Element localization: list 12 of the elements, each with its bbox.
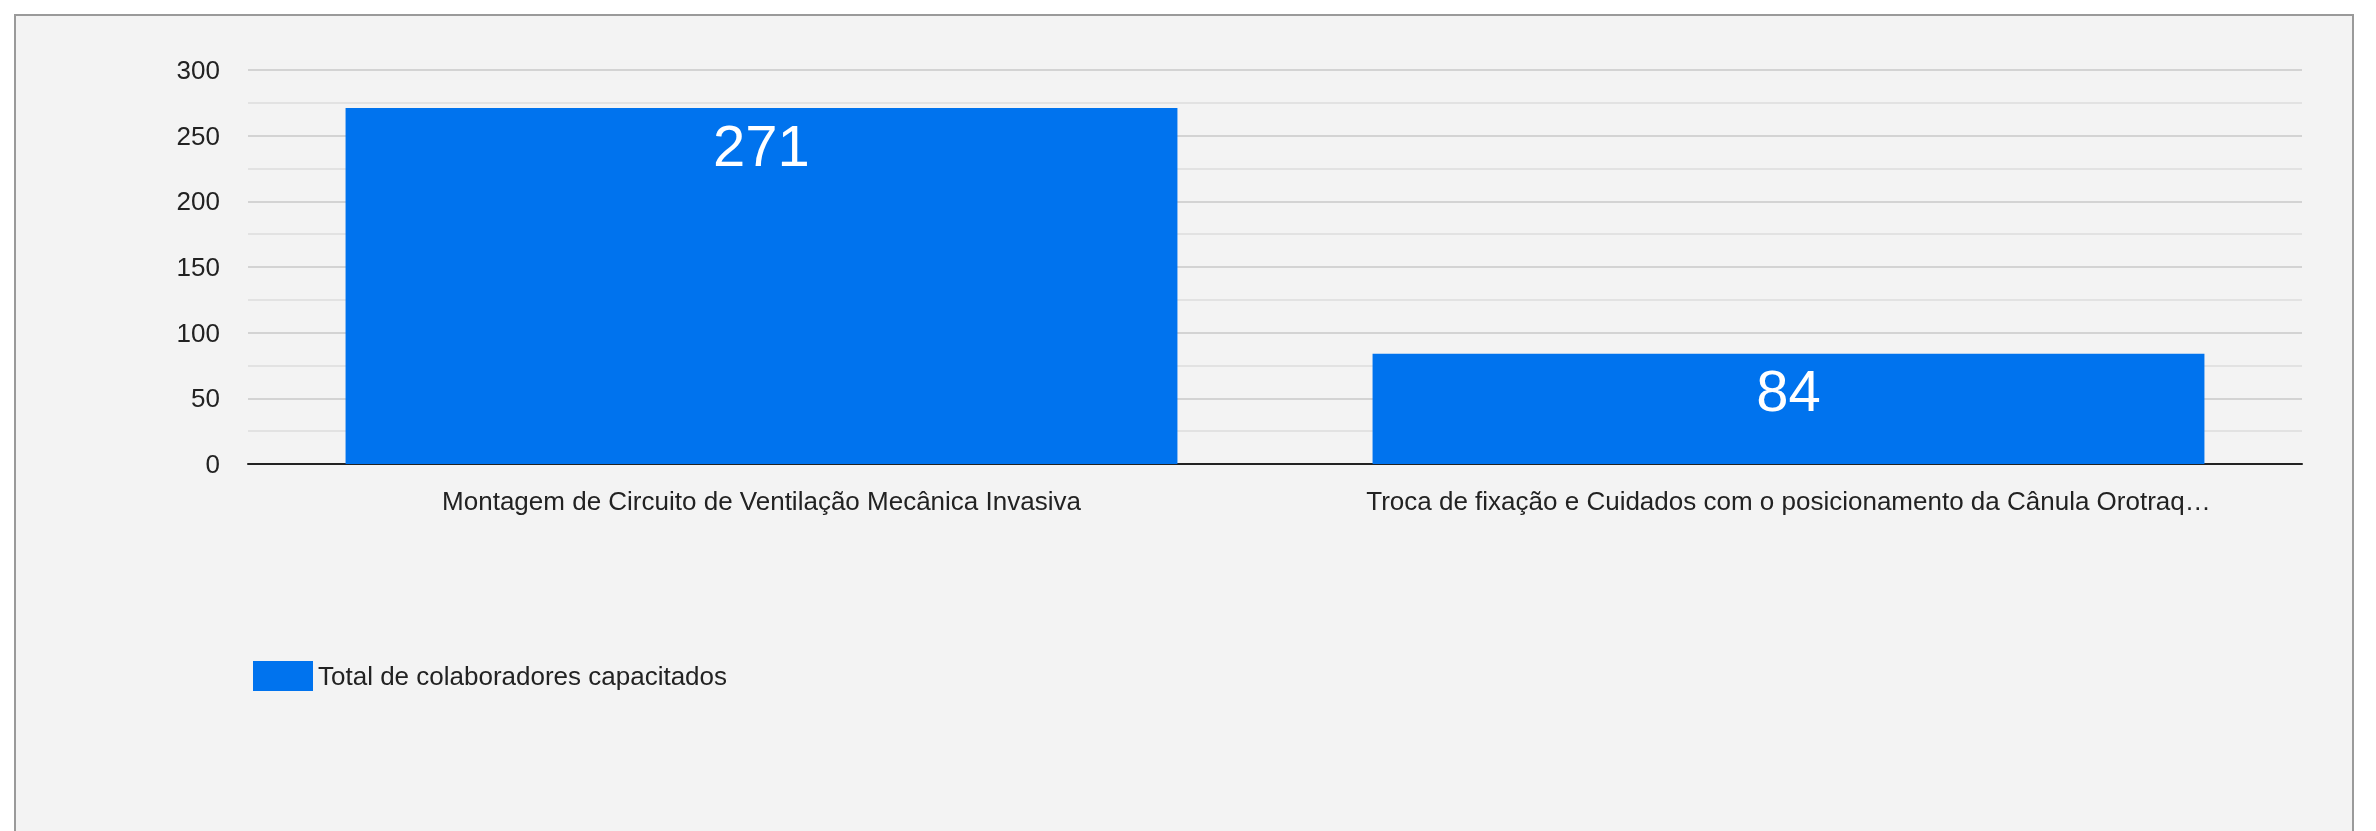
- y-tick-label: 200: [176, 186, 220, 217]
- y-tick-label: 0: [205, 449, 220, 479]
- y-tick-label: 150: [176, 252, 220, 282]
- x-tick-label: Montagem de Circuito de Ventilação Mecânica Invasiva: [442, 486, 1082, 516]
- y-tick-label: 50: [191, 383, 220, 414]
- data-label: 84: [1756, 358, 1821, 424]
- y-tick-label: 100: [176, 317, 220, 348]
- legend-label: Total de colaboradores capacitados: [318, 661, 728, 691]
- x-tick-label: Troca de fixação e Cuidados com o posicionamento da Cânula Orotraq…: [1366, 486, 2211, 516]
- y-tick-label: 250: [176, 120, 220, 151]
- data-label: 271: [713, 112, 810, 178]
- y-tick-label: 300: [176, 55, 220, 85]
